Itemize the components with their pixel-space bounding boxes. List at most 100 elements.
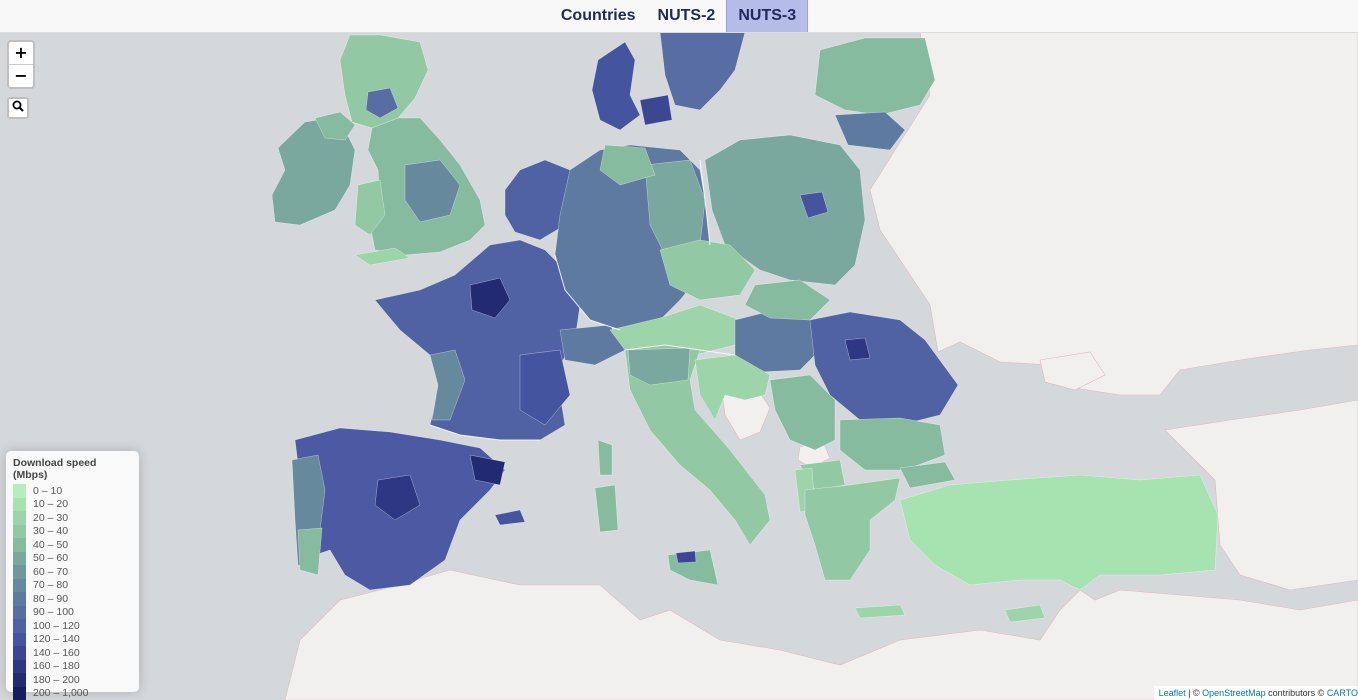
search-button[interactable] <box>7 97 29 119</box>
map-legend: Download speed (Mbps) 0 – 10 10 – 20 20 – … <box>6 451 139 700</box>
border-france-germany <box>554 254 621 331</box>
land-crimea <box>1039 351 1106 391</box>
legend-swatch <box>13 619 26 633</box>
region-istanbul[interactable] <box>899 461 956 489</box>
region-balearics[interactable] <box>494 509 526 526</box>
legend-item: 40 – 50 <box>13 538 133 552</box>
region-sweden-south[interactable] <box>659 32 746 111</box>
legend-item: 80 – 90 <box>13 592 133 606</box>
legend-item: 120 – 140 <box>13 632 133 646</box>
legend-label: 10 – 20 <box>33 498 69 511</box>
region-glasgow[interactable] <box>365 87 399 119</box>
region-finland[interactable] <box>814 37 936 116</box>
legend-swatch <box>13 484 26 498</box>
tab-nuts-2[interactable]: NUTS-2 <box>657 7 716 24</box>
legend-swatch <box>13 632 26 646</box>
region-bucharest[interactable] <box>844 337 871 361</box>
region-slovenia-croatia[interactable] <box>694 354 771 421</box>
legend-swatch <box>13 524 26 538</box>
zoom-out-button[interactable]: − <box>9 64 33 87</box>
border-italy-alps <box>624 344 736 356</box>
map-canvas[interactable] <box>0 32 1358 700</box>
legend-item: 180 – 200 <box>13 673 133 687</box>
search-icon <box>12 99 24 117</box>
legend-label: 100 – 120 <box>33 619 80 632</box>
legend-item: 20 – 30 <box>13 511 133 525</box>
legend-swatch <box>13 497 26 511</box>
region-france-west[interactable] <box>429 349 466 421</box>
legend-item: 200 – 1,000 <box>13 686 133 700</box>
region-catalonia[interactable] <box>469 454 506 486</box>
legend-swatch <box>13 551 26 565</box>
tab-nuts-3[interactable]: NUTS-3 <box>726 0 809 32</box>
region-switzerland[interactable] <box>559 324 626 366</box>
region-cyprus[interactable] <box>1004 604 1046 623</box>
leaflet-link[interactable]: Leaflet <box>1158 688 1186 698</box>
legend-swatch <box>13 686 26 700</box>
legend-label: 160 – 180 <box>33 660 80 673</box>
legend-swatch <box>13 538 26 552</box>
region-danish-islands[interactable] <box>639 94 673 126</box>
region-czechia[interactable] <box>659 239 756 301</box>
nuts3-regions <box>271 32 1219 623</box>
legend-swatch <box>13 605 26 619</box>
attribution-separator: | © <box>1185 688 1203 698</box>
legend-item: 100 – 120 <box>13 619 133 633</box>
region-denmark[interactable] <box>591 41 641 131</box>
choropleth-map <box>0 32 1358 700</box>
region-england-midlands[interactable] <box>404 159 461 223</box>
layer-tabs-bar: Countries NUTS-2 NUTS-3 <box>0 0 1358 33</box>
legend-swatch <box>13 673 26 687</box>
land-eastern-europe <box>860 32 1358 396</box>
legend-swatch <box>13 659 26 673</box>
legend-item: 30 – 40 <box>13 524 133 538</box>
legend-label: 70 – 80 <box>33 579 69 592</box>
legend-swatch <box>13 565 26 579</box>
region-portugal-south[interactable] <box>297 527 323 576</box>
region-estonia[interactable] <box>834 111 906 151</box>
legend-label: 120 – 140 <box>33 633 80 646</box>
region-slovakia[interactable] <box>744 279 831 321</box>
tab-countries[interactable]: Countries <box>560 7 636 24</box>
legend-label: 60 – 70 <box>33 565 69 578</box>
region-italy-north[interactable] <box>627 347 691 386</box>
legend-label: 90 – 100 <box>33 606 74 619</box>
land-caucasus <box>1164 399 1358 591</box>
region-cornwall[interactable] <box>354 247 411 266</box>
legend-label: 40 – 50 <box>33 538 69 551</box>
zoom-in-button[interactable]: + <box>14 43 28 62</box>
legend-swatch <box>13 578 26 592</box>
land-north-africa <box>284 569 1358 700</box>
legend-item: 90 – 100 <box>13 605 133 619</box>
openstreetmap-link[interactable]: OpenStreetMap <box>1202 688 1266 698</box>
region-bulgaria[interactable] <box>839 417 946 471</box>
country-borders <box>429 159 736 441</box>
region-madrid[interactable] <box>374 474 421 521</box>
basemap-land <box>284 32 1358 700</box>
region-palermo[interactable] <box>675 550 697 564</box>
region-serbia[interactable] <box>769 374 836 451</box>
region-france-southeast[interactable] <box>519 349 571 426</box>
region-corsica[interactable] <box>597 439 613 476</box>
region-turkey[interactable] <box>899 474 1219 591</box>
legend-label: 30 – 40 <box>33 525 69 538</box>
region-germany-north[interactable] <box>599 144 656 186</box>
legend-item: 160 – 180 <box>13 659 133 673</box>
region-northern-ireland[interactable] <box>314 111 356 141</box>
border-germany-poland <box>699 159 711 246</box>
region-crete[interactable] <box>854 604 906 619</box>
legend-item: 0 – 10 <box>13 484 133 498</box>
legend-label: 180 – 200 <box>33 673 80 686</box>
region-sardinia[interactable] <box>594 484 619 533</box>
legend-swatch <box>13 511 26 525</box>
region-warsaw[interactable] <box>799 191 829 219</box>
region-greece[interactable] <box>804 477 901 581</box>
legend-items: 0 – 10 10 – 20 20 – 30 30 – 40 40 – 50 50 – 6… <box>13 484 133 700</box>
map-attribution: Leaflet | © OpenStreetMap contributors ©… <box>1153 686 1358 700</box>
carto-link[interactable]: CARTO <box>1326 688 1358 698</box>
region-paris[interactable] <box>469 277 511 319</box>
legend-label: 140 – 160 <box>33 646 80 659</box>
legend-label: 20 – 30 <box>33 511 69 524</box>
region-wales[interactable] <box>354 179 386 236</box>
zoom-control: + − <box>7 40 35 89</box>
